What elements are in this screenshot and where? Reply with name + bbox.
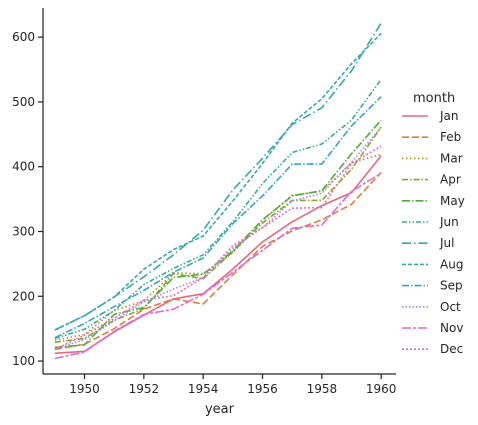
series-lines <box>54 22 382 360</box>
y-tick-label: 600 <box>12 30 35 44</box>
legend-label-feb: Feb <box>440 130 461 144</box>
legend-title: month <box>413 91 455 106</box>
y-tick-label: 200 <box>12 289 35 303</box>
x-tick-label: 1958 <box>307 382 338 396</box>
x-tick-label: 1954 <box>188 382 219 396</box>
legend-label-nov: Nov <box>440 321 463 335</box>
legend-label-dec: Dec <box>440 342 463 356</box>
legend-label-jan: Jan <box>439 109 459 123</box>
x-tick-label: 1956 <box>247 382 278 396</box>
legend-label-apr: Apr <box>440 173 461 187</box>
y-tick-label: 100 <box>12 354 35 368</box>
y-tick-label: 500 <box>12 95 35 109</box>
legend-label-jun: Jun <box>439 215 459 229</box>
x-tick-label: 1950 <box>69 382 100 396</box>
y-tick-label: 300 <box>12 224 35 238</box>
series-line-oct <box>54 126 382 350</box>
legend-label-may: May <box>440 194 465 208</box>
legend-label-mar: Mar <box>440 151 463 165</box>
x-tick-label: 1952 <box>129 382 160 396</box>
series-line-jan <box>54 155 382 355</box>
legend-label-aug: Aug <box>440 257 463 271</box>
x-axis-title: year <box>205 402 235 417</box>
legend: month Jan Feb Mar Apr May Jun Jul Aug Sep Oct Nov D… <box>402 91 465 356</box>
series-line-apr <box>54 126 382 344</box>
axes: 100 200 300 400 500 600 1950 1952 1954 1956 1958 19… <box>12 8 396 396</box>
series-line-aug <box>54 32 382 331</box>
legend-label-jul: Jul <box>439 236 454 250</box>
y-tick-label: 400 <box>12 160 35 174</box>
series-line-sep <box>54 96 382 339</box>
series-line-feb <box>54 171 382 351</box>
series-line-nov <box>54 172 382 360</box>
series-line-jun <box>54 78 382 340</box>
series-line-dec <box>54 145 382 351</box>
x-tick-label: 1960 <box>366 382 397 396</box>
legend-label-oct: Oct <box>440 300 461 314</box>
legend-label-sep: Sep <box>440 279 463 293</box>
